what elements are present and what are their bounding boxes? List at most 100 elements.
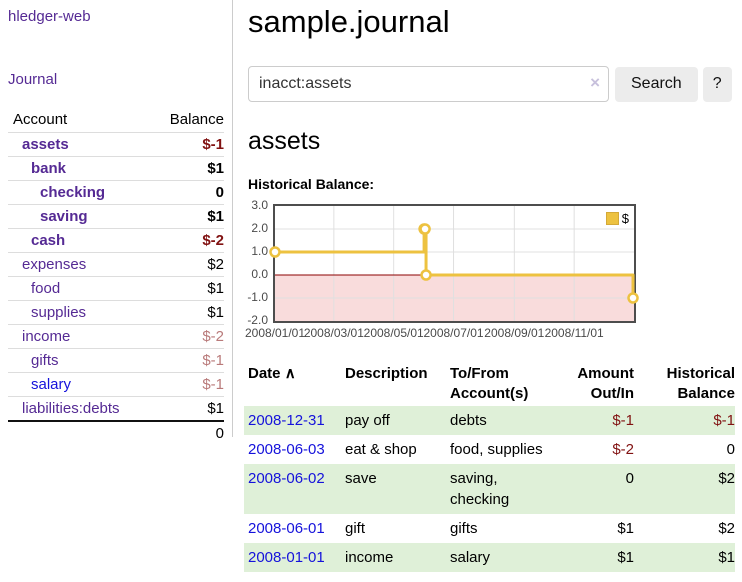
account-name-cell: salary — [8, 372, 150, 397]
sidebar-item-journal[interactable]: Journal — [8, 71, 58, 88]
account-name-cell: checking — [8, 180, 150, 205]
register-date-cell: 2008-01-01 — [244, 543, 341, 572]
register-accounts-cell: food, supplies — [450, 441, 543, 458]
account-balance: $1 — [149, 276, 224, 301]
account-name-cell: liabilities:debts — [8, 397, 149, 422]
app-title-link[interactable]: hledger-web — [8, 8, 91, 25]
register-amount-cell: $-2 — [612, 441, 634, 458]
register-rows: 2008-12-31 pay off debts $-1 $-1 2008-06-03 ea… — [244, 406, 735, 572]
account-name-cell: assets — [8, 132, 150, 157]
search-form: × Search ? — [248, 66, 735, 102]
register-row: 2008-12-31 pay off debts $-1 $-1 — [244, 406, 735, 435]
account-link[interactable]: liabilities:debts — [22, 400, 120, 417]
app-title: hledger-web — [8, 8, 224, 25]
account-link[interactable]: supplies — [31, 304, 87, 321]
register-balance-cell: $1 — [718, 549, 735, 566]
account-row: checking 0 — [8, 180, 224, 205]
legend-swatch-icon — [605, 212, 619, 225]
register-date-cell: 2008-06-02 — [244, 464, 341, 514]
register-header-amount: Amount Out/In — [577, 365, 634, 402]
register-accounts-cell: debts — [450, 412, 487, 429]
y-tick-label: 2.0 — [251, 221, 268, 235]
account-balance: $-2 — [149, 324, 224, 349]
register-date-cell: 2008-06-01 — [244, 514, 341, 543]
y-tick-label: -2.0 — [247, 313, 268, 327]
historical-balance-chart: $ 3.0 2.0 1.0 0.0 -1.0 -2.0 2008/01/01 2008/03… — [245, 198, 735, 344]
spacer — [8, 420, 150, 445]
search-button[interactable]: Search — [615, 66, 698, 102]
account-name-cell: food — [8, 276, 150, 301]
register-header-row: Date ∧ Description To/From Account(s) Am… — [244, 362, 735, 406]
account-name-cell: gifts — [8, 348, 150, 373]
help-button[interactable]: ? — [702, 66, 732, 102]
register-description-cell: gift — [345, 520, 366, 537]
sort-asc-icon: ∧ — [284, 365, 296, 382]
x-tick-label: 2008/01/01 — [244, 326, 306, 340]
chart-legend: $ — [605, 211, 629, 226]
y-tick-label: 0.0 — [251, 267, 268, 281]
chart-label: Historical Balance: — [248, 176, 375, 192]
register-header-accounts: To/From Account(s) — [450, 365, 529, 402]
account-link[interactable]: saving — [40, 208, 88, 225]
account-link[interactable]: checking — [40, 184, 106, 201]
x-tick-label: 2008/03/01 — [303, 326, 364, 340]
register-balance-cell: $2 — [718, 520, 735, 537]
register-accounts-cell: gifts — [450, 520, 478, 537]
account-link[interactable]: cash — [31, 232, 66, 249]
register-date-cell: 2008-12-31 — [244, 406, 341, 435]
account-balance: $-1 — [149, 372, 224, 397]
register-row: 2008-06-01 gift gifts $1 $2 — [244, 514, 735, 543]
y-tick-label: 1.0 — [251, 244, 268, 258]
account-link[interactable]: bank — [31, 160, 67, 177]
accounts-total-value: 0 — [149, 420, 224, 445]
account-link[interactable]: food — [31, 280, 61, 297]
register-header-balance: Historical Balance — [666, 365, 735, 402]
account-balance: $1 — [207, 400, 224, 417]
x-tick-label: 2008/05/01 — [363, 326, 424, 340]
accounts-rows: assets $-1 bank $1 checking 0 saving $1 cash $-2 e… — [8, 132, 224, 422]
search-wrap: × — [248, 66, 609, 102]
account-link[interactable]: income — [22, 328, 71, 345]
account-name-cell: supplies — [8, 300, 150, 325]
account-link[interactable]: expenses — [22, 256, 87, 273]
account-balance: $1 — [149, 204, 224, 229]
accounts-table: Account Balance assets $-1 bank $1 checking 0… — [8, 108, 224, 445]
legend-label: $ — [621, 211, 629, 226]
register-balance-cell: 0 — [726, 441, 735, 458]
account-link[interactable]: salary — [31, 376, 72, 393]
register-description-cell: income — [345, 549, 394, 566]
register-table: Date ∧ Description To/From Account(s) Am… — [244, 362, 735, 572]
register-header-date[interactable]: Date ∧ — [248, 365, 296, 382]
date-link[interactable]: 2008-06-02 — [248, 470, 325, 487]
account-row: liabilities:debts $1 — [8, 397, 224, 422]
account-link[interactable]: assets — [22, 136, 69, 153]
account-link[interactable]: gifts — [31, 352, 59, 369]
date-link[interactable]: 2008-01-01 — [248, 549, 325, 566]
chart-plot-area: $ — [269, 204, 639, 323]
register-description-cell: save — [345, 470, 377, 487]
account-row: income $-2 — [8, 324, 224, 349]
account-row: assets $-1 — [8, 132, 224, 157]
register-accounts-cell: salary — [450, 549, 491, 566]
search-input[interactable] — [248, 66, 609, 102]
register-amount-cell: $-1 — [612, 412, 634, 429]
account-name-cell: cash — [8, 228, 150, 253]
account-balance: $1 — [149, 156, 224, 181]
date-link[interactable]: 2008-06-01 — [248, 520, 325, 537]
register-accounts-cell: saving, checking — [450, 470, 510, 508]
chart-svg — [269, 206, 639, 321]
sidebar: hledger-web Journal Account Balance asse… — [0, 0, 233, 445]
register-balance-cell: $-1 — [713, 412, 735, 429]
account-balance: $-1 — [149, 132, 224, 157]
register-amount-cell: $1 — [617, 520, 634, 537]
date-link[interactable]: 2008-06-03 — [248, 441, 325, 458]
account-name-cell: expenses — [8, 252, 150, 277]
x-tick-label: 2008/07/01 — [423, 326, 484, 340]
account-balance: $-2 — [149, 228, 224, 253]
register-amount-cell: 0 — [625, 470, 634, 487]
clear-search-icon[interactable]: × — [590, 73, 600, 92]
date-link[interactable]: 2008-12-31 — [248, 412, 325, 429]
register-row: 2008-06-03 eat & shop food, supplies $-2 0 — [244, 435, 735, 464]
account-name-cell: saving — [8, 204, 150, 229]
account-row: food $1 — [8, 276, 224, 301]
